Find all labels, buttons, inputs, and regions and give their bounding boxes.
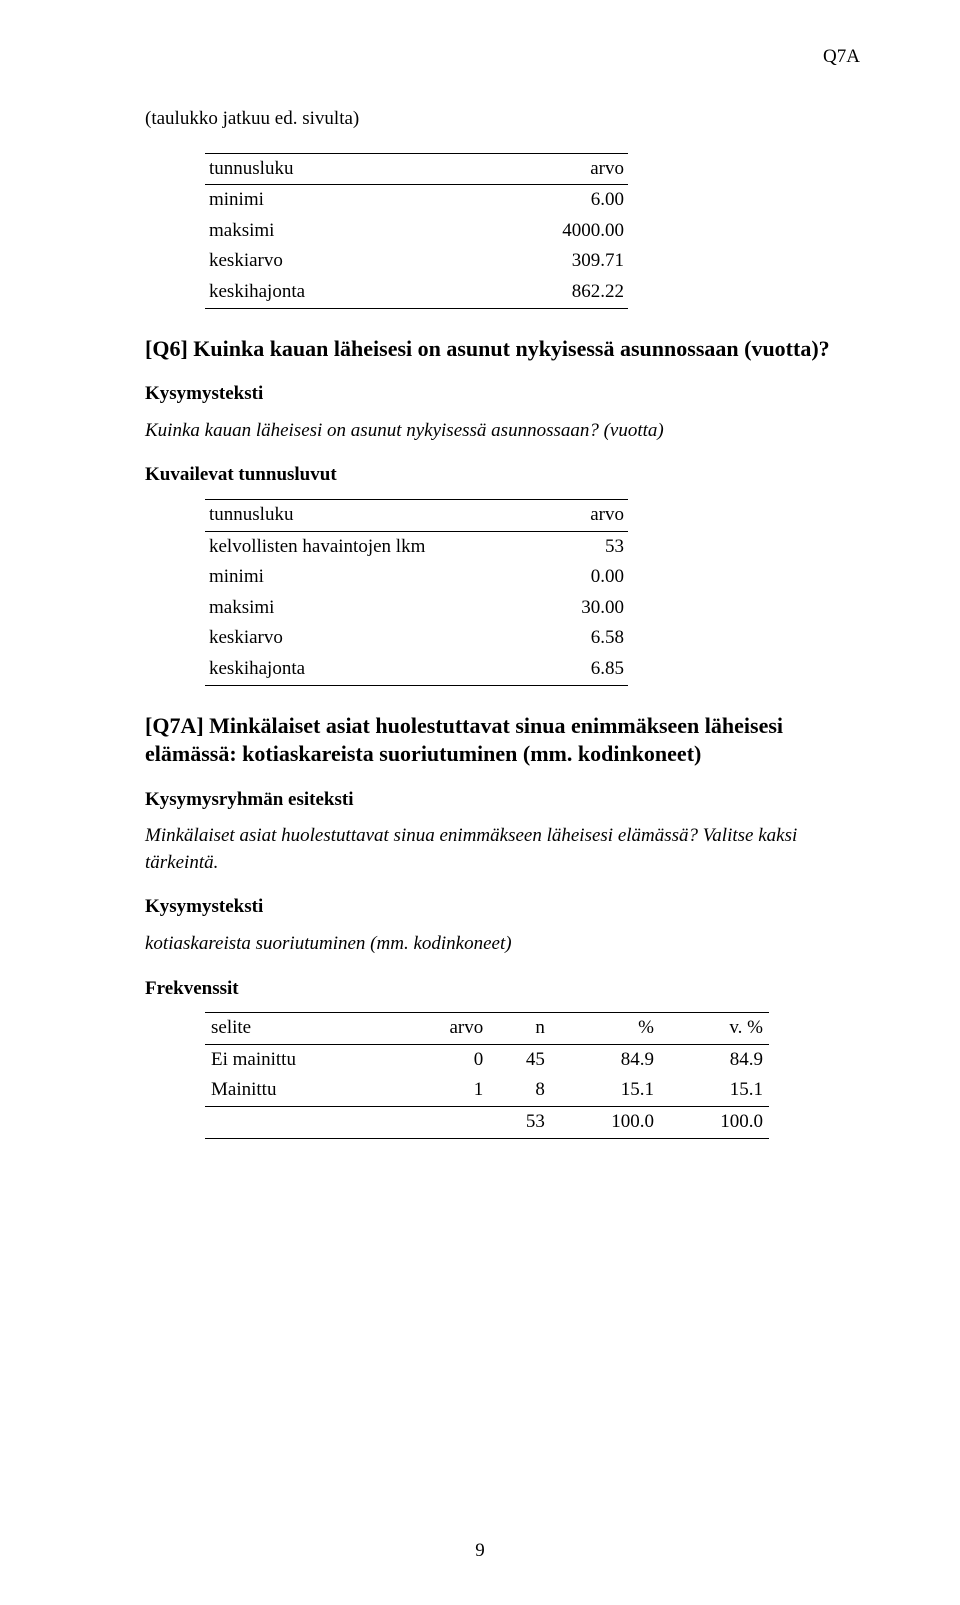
stat-value: 6.00 xyxy=(458,185,628,216)
q6-question-text: Kuinka kauan läheisesi on asunut nykyise… xyxy=(145,418,850,445)
freq-col-arvo: arvo xyxy=(398,1013,489,1045)
freq-n: 45 xyxy=(489,1044,551,1075)
stat-label: maksimi xyxy=(205,593,550,624)
col-header: tunnusluku xyxy=(205,153,458,185)
kysymysteksti-label: Kysymysteksti xyxy=(145,894,850,921)
q6-title: [Q6] Kuinka kauan läheisesi on asunut ny… xyxy=(145,335,850,364)
col-header: arvo xyxy=(550,499,628,531)
stat-value: 0.00 xyxy=(550,562,628,593)
q7a-title: [Q7A] Minkälaiset asiat huolestuttavat s… xyxy=(145,712,850,769)
stat-value: 53 xyxy=(550,531,628,562)
stat-value: 6.85 xyxy=(550,654,628,685)
freq-pct: 84.9 xyxy=(551,1044,660,1075)
stats-table-q6: tunnusluku arvo kelvollisten havaintojen… xyxy=(205,499,628,686)
freq-arvo: 0 xyxy=(398,1044,489,1075)
frequency-table: selite arvo n % v. % Ei mainittu 0 45 84… xyxy=(205,1012,769,1138)
freq-col-vpct: v. % xyxy=(660,1013,769,1045)
stat-value: 4000.00 xyxy=(458,216,628,247)
freq-total-vpct: 100.0 xyxy=(660,1107,769,1139)
freq-pct: 15.1 xyxy=(551,1075,660,1106)
stat-value: 6.58 xyxy=(550,623,628,654)
freq-arvo: 1 xyxy=(398,1075,489,1106)
freq-selite: Mainittu xyxy=(205,1075,398,1106)
col-header: arvo xyxy=(458,153,628,185)
stat-label: maksimi xyxy=(205,216,458,247)
freq-n: 8 xyxy=(489,1075,551,1106)
kuvailevat-label: Kuvailevat tunnusluvut xyxy=(145,462,850,489)
stat-label: kelvollisten havaintojen lkm xyxy=(205,531,550,562)
esiteksti-label: Kysymysryhmän esiteksti xyxy=(145,787,850,814)
kysymysteksti-label: Kysymysteksti xyxy=(145,381,850,408)
freq-total-blank xyxy=(398,1107,489,1139)
q7a-question-text: kotiaskareista suoriutuminen (mm. kodink… xyxy=(145,931,850,958)
stat-label: keskihajonta xyxy=(205,654,550,685)
freq-total-n: 53 xyxy=(489,1107,551,1139)
stat-label: minimi xyxy=(205,185,458,216)
stat-label: keskiarvo xyxy=(205,623,550,654)
stat-label: keskihajonta xyxy=(205,277,458,308)
stat-value: 309.71 xyxy=(458,246,628,277)
freq-col-pct: % xyxy=(551,1013,660,1045)
freq-total-blank xyxy=(205,1107,398,1139)
freq-selite: Ei mainittu xyxy=(205,1044,398,1075)
q7a-esiteksti: Minkälaiset asiat huolestuttavat sinua e… xyxy=(145,823,850,876)
stats-table-1: tunnusluku arvo minimi 6.00 maksimi 4000… xyxy=(205,153,628,309)
freq-total-pct: 100.0 xyxy=(551,1107,660,1139)
frekvenssit-label: Frekvenssit xyxy=(145,976,850,1003)
stat-label: keskiarvo xyxy=(205,246,458,277)
col-header: tunnusluku xyxy=(205,499,550,531)
freq-col-n: n xyxy=(489,1013,551,1045)
stat-value: 862.22 xyxy=(458,277,628,308)
stat-value: 30.00 xyxy=(550,593,628,624)
freq-vpct: 84.9 xyxy=(660,1044,769,1075)
freq-col-selite: selite xyxy=(205,1013,398,1045)
continuation-note: (taulukko jatkuu ed. sivulta) xyxy=(145,106,850,133)
stat-label: minimi xyxy=(205,562,550,593)
page-number: 9 xyxy=(0,1538,960,1565)
page-header-code: Q7A xyxy=(823,44,860,71)
freq-vpct: 15.1 xyxy=(660,1075,769,1106)
